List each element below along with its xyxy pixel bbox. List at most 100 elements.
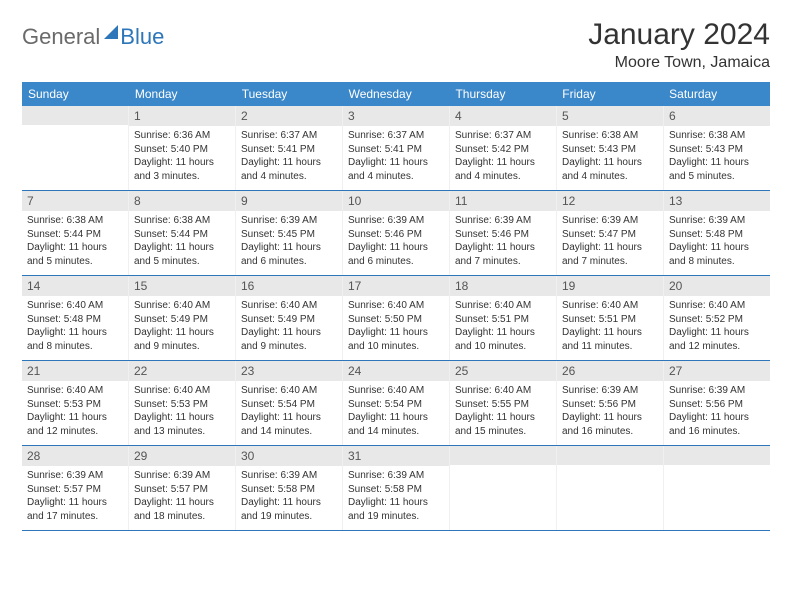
day-line: Sunrise: 6:40 AM (134, 384, 230, 398)
day-number: 14 (22, 276, 128, 296)
day-body: Sunrise: 6:40 AMSunset: 5:54 PMDaylight:… (343, 381, 449, 444)
day-line: Daylight: 11 hours (134, 241, 230, 255)
day-number: 20 (664, 276, 770, 296)
day-line: Sunrise: 6:37 AM (348, 129, 444, 143)
day-line: Sunrise: 6:37 AM (241, 129, 337, 143)
day-cell: 23Sunrise: 6:40 AMSunset: 5:54 PMDayligh… (236, 361, 343, 445)
week-row: 7Sunrise: 6:38 AMSunset: 5:44 PMDaylight… (22, 191, 770, 276)
day-number: 31 (343, 446, 449, 466)
day-line: Sunrise: 6:36 AM (134, 129, 230, 143)
day-body: Sunrise: 6:40 AMSunset: 5:49 PMDaylight:… (236, 296, 342, 359)
day-line: and 16 minutes. (669, 425, 765, 439)
day-line: Daylight: 11 hours (27, 326, 123, 340)
day-line: and 15 minutes. (455, 425, 551, 439)
day-number: 18 (450, 276, 556, 296)
day-line: Sunset: 5:55 PM (455, 398, 551, 412)
day-number: 28 (22, 446, 128, 466)
day-cell: 16Sunrise: 6:40 AMSunset: 5:49 PMDayligh… (236, 276, 343, 360)
day-cell: 6Sunrise: 6:38 AMSunset: 5:43 PMDaylight… (664, 106, 770, 190)
day-line: Sunrise: 6:39 AM (669, 214, 765, 228)
day-line: Sunrise: 6:39 AM (562, 214, 658, 228)
day-line: and 4 minutes. (348, 170, 444, 184)
day-line: and 8 minutes. (669, 255, 765, 269)
day-line: Sunrise: 6:38 AM (562, 129, 658, 143)
day-line: and 5 minutes. (669, 170, 765, 184)
day-number (450, 446, 556, 465)
day-line: Sunset: 5:49 PM (134, 313, 230, 327)
day-line: and 19 minutes. (241, 510, 337, 524)
day-header: Tuesday (236, 82, 343, 106)
day-line: Sunset: 5:40 PM (134, 143, 230, 157)
day-line: and 8 minutes. (27, 340, 123, 354)
day-body: Sunrise: 6:37 AMSunset: 5:42 PMDaylight:… (450, 126, 556, 189)
day-line: and 14 minutes. (348, 425, 444, 439)
day-body: Sunrise: 6:40 AMSunset: 5:53 PMDaylight:… (129, 381, 235, 444)
day-cell: 15Sunrise: 6:40 AMSunset: 5:49 PMDayligh… (129, 276, 236, 360)
day-body: Sunrise: 6:40 AMSunset: 5:49 PMDaylight:… (129, 296, 235, 359)
day-body: Sunrise: 6:39 AMSunset: 5:47 PMDaylight:… (557, 211, 663, 274)
day-number: 1 (129, 106, 235, 126)
day-number: 22 (129, 361, 235, 381)
day-line: Sunrise: 6:40 AM (27, 299, 123, 313)
day-line: Daylight: 11 hours (348, 496, 444, 510)
day-cell: 12Sunrise: 6:39 AMSunset: 5:47 PMDayligh… (557, 191, 664, 275)
day-line: Daylight: 11 hours (348, 241, 444, 255)
day-line: Daylight: 11 hours (455, 411, 551, 425)
day-line: and 4 minutes. (241, 170, 337, 184)
day-line: and 19 minutes. (348, 510, 444, 524)
day-body: Sunrise: 6:40 AMSunset: 5:54 PMDaylight:… (236, 381, 342, 444)
day-line: Sunset: 5:48 PM (669, 228, 765, 242)
day-header: Saturday (663, 82, 770, 106)
day-line: Sunrise: 6:38 AM (669, 129, 765, 143)
day-body: Sunrise: 6:39 AMSunset: 5:45 PMDaylight:… (236, 211, 342, 274)
day-cell: 7Sunrise: 6:38 AMSunset: 5:44 PMDaylight… (22, 191, 129, 275)
day-number: 17 (343, 276, 449, 296)
day-line: Daylight: 11 hours (27, 241, 123, 255)
day-body: Sunrise: 6:40 AMSunset: 5:48 PMDaylight:… (22, 296, 128, 359)
day-line: Sunset: 5:44 PM (134, 228, 230, 242)
day-line: Daylight: 11 hours (455, 241, 551, 255)
day-number (22, 106, 128, 125)
day-cell (22, 106, 129, 190)
day-line: Sunset: 5:41 PM (241, 143, 337, 157)
logo-text-blue: Blue (120, 24, 164, 50)
day-cell: 11Sunrise: 6:39 AMSunset: 5:46 PMDayligh… (450, 191, 557, 275)
day-line: Sunset: 5:42 PM (455, 143, 551, 157)
day-line: and 11 minutes. (562, 340, 658, 354)
day-line: Sunset: 5:56 PM (562, 398, 658, 412)
day-cell: 9Sunrise: 6:39 AMSunset: 5:45 PMDaylight… (236, 191, 343, 275)
day-line: and 5 minutes. (27, 255, 123, 269)
day-line: Sunrise: 6:40 AM (27, 384, 123, 398)
day-line: Sunrise: 6:39 AM (27, 469, 123, 483)
calendar: SundayMondayTuesdayWednesdayThursdayFrid… (22, 82, 770, 531)
day-line: Daylight: 11 hours (669, 411, 765, 425)
day-body: Sunrise: 6:39 AMSunset: 5:56 PMDaylight:… (664, 381, 770, 444)
day-line: Daylight: 11 hours (562, 326, 658, 340)
day-line: Daylight: 11 hours (241, 156, 337, 170)
day-cell: 26Sunrise: 6:39 AMSunset: 5:56 PMDayligh… (557, 361, 664, 445)
day-cell: 2Sunrise: 6:37 AMSunset: 5:41 PMDaylight… (236, 106, 343, 190)
day-line: Sunrise: 6:38 AM (134, 214, 230, 228)
day-body: Sunrise: 6:39 AMSunset: 5:57 PMDaylight:… (22, 466, 128, 529)
day-body: Sunrise: 6:36 AMSunset: 5:40 PMDaylight:… (129, 126, 235, 189)
day-body: Sunrise: 6:39 AMSunset: 5:46 PMDaylight:… (450, 211, 556, 274)
day-line: Daylight: 11 hours (134, 156, 230, 170)
day-line: and 16 minutes. (562, 425, 658, 439)
day-cell: 5Sunrise: 6:38 AMSunset: 5:43 PMDaylight… (557, 106, 664, 190)
day-number: 15 (129, 276, 235, 296)
day-cell: 25Sunrise: 6:40 AMSunset: 5:55 PMDayligh… (450, 361, 557, 445)
day-line: Daylight: 11 hours (348, 411, 444, 425)
day-number: 13 (664, 191, 770, 211)
day-number: 8 (129, 191, 235, 211)
day-line: Sunset: 5:51 PM (455, 313, 551, 327)
day-line: Sunset: 5:54 PM (241, 398, 337, 412)
day-number: 26 (557, 361, 663, 381)
day-line: Daylight: 11 hours (241, 496, 337, 510)
day-body: Sunrise: 6:38 AMSunset: 5:43 PMDaylight:… (664, 126, 770, 189)
day-line: Daylight: 11 hours (562, 156, 658, 170)
day-number: 12 (557, 191, 663, 211)
day-number: 7 (22, 191, 128, 211)
day-body: Sunrise: 6:38 AMSunset: 5:44 PMDaylight:… (22, 211, 128, 274)
day-body: Sunrise: 6:40 AMSunset: 5:52 PMDaylight:… (664, 296, 770, 359)
day-body: Sunrise: 6:39 AMSunset: 5:58 PMDaylight:… (343, 466, 449, 529)
